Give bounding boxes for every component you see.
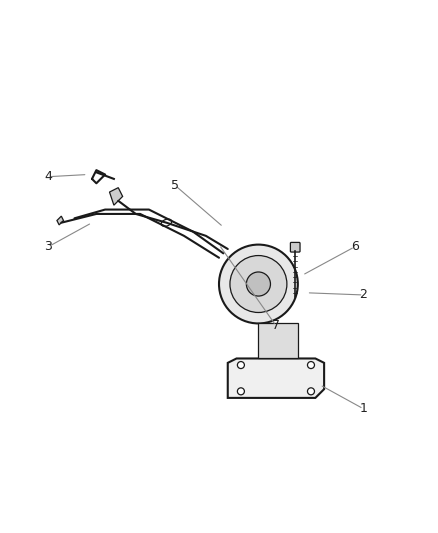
Polygon shape	[228, 359, 324, 398]
Text: 2: 2	[360, 288, 367, 302]
FancyBboxPatch shape	[290, 243, 300, 252]
Text: 7: 7	[272, 319, 280, 332]
Circle shape	[307, 361, 314, 368]
Text: 5: 5	[171, 179, 179, 192]
Ellipse shape	[230, 255, 287, 312]
Circle shape	[307, 388, 314, 395]
Circle shape	[237, 388, 244, 395]
Circle shape	[237, 361, 244, 368]
Text: 4: 4	[44, 170, 52, 183]
Ellipse shape	[219, 245, 298, 324]
Text: 3: 3	[44, 240, 52, 253]
Polygon shape	[110, 188, 123, 205]
Polygon shape	[258, 324, 298, 359]
Text: 6: 6	[351, 240, 359, 253]
Polygon shape	[57, 216, 64, 225]
Text: 1: 1	[360, 402, 367, 415]
Ellipse shape	[246, 272, 270, 296]
